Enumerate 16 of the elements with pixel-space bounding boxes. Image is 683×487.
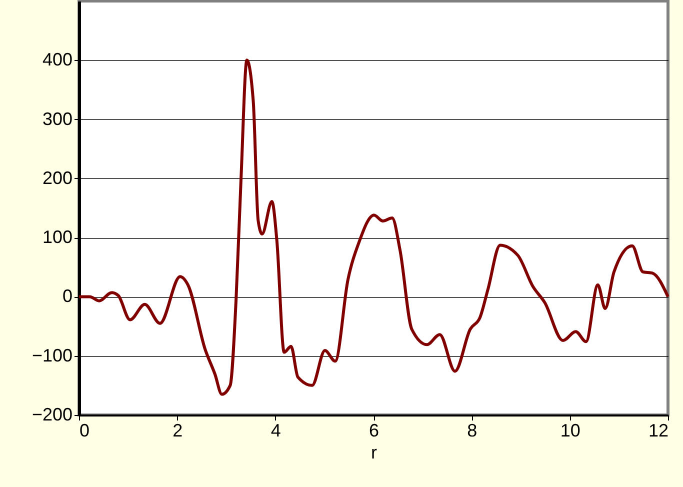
x-tick-label: 6 (368, 420, 380, 440)
x-tick-label: 12 (648, 420, 668, 440)
y-tick-label: 400 (42, 50, 72, 70)
x-tick-label: 4 (270, 420, 281, 440)
x-tick-label: 10 (560, 420, 580, 440)
x-tick-label: 0 (80, 420, 90, 440)
y-tick-label: 300 (42, 108, 72, 129)
y-tick-label: −100 (32, 345, 72, 366)
x-tick-label: 8 (467, 420, 478, 440)
y-tick-label: 200 (42, 168, 72, 188)
y-tick-label: −200 (32, 404, 72, 424)
y-tick-label: 0 (62, 286, 72, 306)
x-tick-label: 2 (172, 420, 183, 440)
x-axis-title: r (371, 442, 377, 462)
y-tick-label: 100 (42, 227, 72, 248)
line-series (78, 58, 670, 396)
